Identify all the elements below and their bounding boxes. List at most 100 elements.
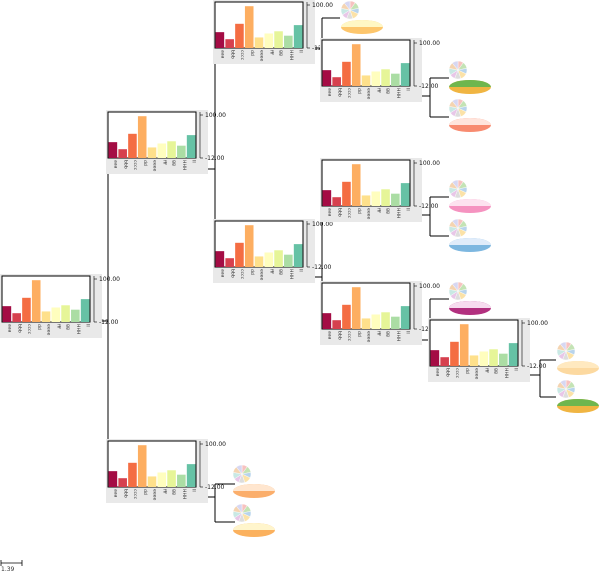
bar-fff [371,314,381,329]
bar-fff [371,71,381,86]
bar-II [293,25,303,48]
tick-label-dd: dd [249,269,255,275]
tick-label-aaa: aaa [219,269,224,278]
tick-label-gg: gg [278,269,283,275]
tick-label-eeee: eeee [474,368,479,379]
leaf-ellipse-top [449,118,491,125]
leaf-n8-a [556,341,599,375]
tick-label-fff: fff [375,88,381,93]
bar-panel-n8: aaa bbb cccc dd eeee fff gg HHH II 100.00 -12.00 [428,318,548,382]
bar-gg [381,312,390,329]
bar-dd [137,445,147,487]
bar-HHH [284,35,293,48]
axis-max-label: 100.00 [419,40,440,47]
bar-HHH [284,254,293,267]
tick-label-dd: dd [142,489,148,495]
bar-eeee [254,256,264,267]
tick-label-aaa: aaa [112,160,117,169]
tick-label-eeee: eeee [46,324,51,335]
bar-eeee [147,476,157,487]
axis-min-label: -12.00 [205,155,225,162]
tick-label-fff: fff [483,368,489,373]
bar-gg [381,189,390,206]
tick-label-dd: dd [464,368,470,374]
tick-label-cccc: cccc [346,331,351,342]
pie-slice-8 [451,281,459,292]
bar-gg [381,69,390,86]
tick-label-II: II [298,269,304,272]
bar-bbb [12,313,21,322]
tick-label-eeee: eeee [152,160,157,171]
bar-gg [167,141,176,158]
bar-fff [157,472,167,487]
bar-bbb [332,320,341,329]
tick-label-HHH: HHH [288,50,294,60]
tick-label-cccc: cccc [454,368,459,379]
axis-min-label: -12.00 [312,264,332,271]
tick-label-II: II [405,208,411,211]
tick-label-bbb: bbb [444,368,450,377]
tick-label-aaa: aaa [219,50,224,59]
tick-label-II: II [405,88,411,91]
tick-label-gg: gg [385,88,390,94]
bar-II [400,183,410,206]
tick-label-fff: fff [268,50,274,55]
bar-eeee [147,147,157,158]
bar-HHH [391,316,400,329]
pie-slice-8 [559,379,567,390]
leaf-ellipse-top [341,20,383,27]
axis-min-label: -12.00 [205,484,225,491]
tick-label-cccc: cccc [239,50,244,61]
bar-fff [371,191,381,206]
bar-eeee [469,355,479,366]
bar-II [80,299,90,322]
bar-fff [51,307,61,322]
leaf-n6-a [448,179,491,213]
tick-label-fff: fff [55,324,61,329]
tick-label-dd: dd [142,160,148,166]
bar-eeee [41,311,51,322]
tick-label-eeee: eeee [366,208,371,219]
tick-label-gg: gg [385,208,390,214]
bar-HHH [391,193,400,206]
tick-label-cccc: cccc [239,269,244,280]
bar-II [186,135,196,158]
axis-min-label: -12.00 [527,363,547,370]
tick-label-gg: gg [65,324,70,330]
axis-max-label: 100.00 [99,276,120,283]
tick-label-aaa: aaa [326,208,331,217]
tick-label-aaa: aaa [6,324,11,333]
bar-bbb [332,197,341,206]
bar-dd [31,280,41,322]
tick-label-cccc: cccc [346,208,351,219]
axis-max-label: 100.00 [205,441,226,448]
leaf-n6-b [448,218,491,252]
bar-panel-root: aaa bbb cccc dd eeee fff gg HHH II 100.00 -12.00 [0,274,120,338]
tick-label-eeee: eeee [259,269,264,280]
leaf-ellipse-top [449,301,491,308]
tick-label-fff: fff [375,208,381,213]
pie-slice-8 [451,218,459,229]
leaf-ellipse-top [449,80,491,87]
bar-bbb [118,149,127,158]
tick-label-HHH: HHH [181,160,187,170]
bar-panel-n1: aaa bbb cccc dd eeee fff gg HHH II 100.00 -12.00 [106,110,226,174]
bar-aaa [322,313,332,329]
bar-aaa [430,350,440,366]
tick-label-dd: dd [356,88,362,94]
tick-label-eeee: eeee [366,331,371,342]
bar-bbb [118,478,127,487]
tick-label-bbb: bbb [336,88,342,97]
tick-label-fff: fff [161,160,167,165]
tick-label-cccc: cccc [26,324,31,335]
pie-slice-8 [559,341,567,352]
bar-HHH [499,353,508,366]
tick-label-II: II [191,160,197,163]
bar-fff [264,33,274,48]
axis-max-label: 100.00 [527,320,548,327]
bar-panel-n5: aaa bbb cccc dd eeee fff gg HHH II 100.00 -12.00 [320,38,440,102]
bar-bbb [332,77,341,86]
leaf-ellipse-top [233,523,275,530]
